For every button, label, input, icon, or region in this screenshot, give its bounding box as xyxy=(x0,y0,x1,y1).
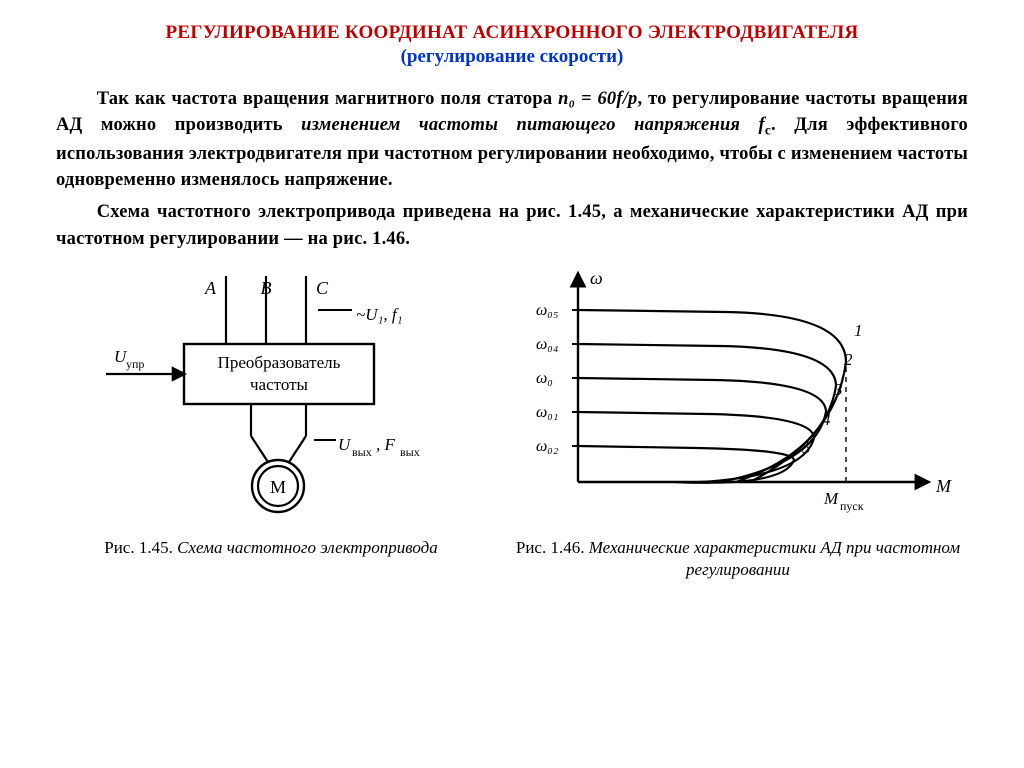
svg-text:4: 4 xyxy=(822,410,831,429)
svg-text:пуск: пуск xyxy=(840,499,864,513)
svg-text:M: M xyxy=(935,476,952,496)
curves-svg: ω M ω₀₅ ω₀₄ ω₀ ω₀₁ ω₀₂ M пуск 12345 xyxy=(508,266,968,526)
svg-text:ω₀₁: ω₀₁ xyxy=(536,404,558,421)
diagram-svg: A B C ~U₁, f₁ U упр Преобразователь част… xyxy=(56,266,486,526)
svg-text:Преобразователь: Преобразователь xyxy=(218,353,341,372)
page-title: РЕГУЛИРОВАНИЕ КООРДИНАТ АСИНХРОННОГО ЭЛЕ… xyxy=(56,22,968,44)
caption-1-46: Рис. 1.46. Механические характеристики А… xyxy=(508,537,968,581)
p1-italic: изменением частоты питающего напряжения … xyxy=(301,115,765,135)
svg-text:~U₁, f₁: ~U₁, f₁ xyxy=(356,305,403,324)
p1-formula: n₀ = 60f/p xyxy=(558,89,637,109)
page-subtitle: (регулирование скорости) xyxy=(56,46,968,68)
svg-text:частоты: частоты xyxy=(250,375,309,394)
figure-1-46: ω M ω₀₅ ω₀₄ ω₀ ω₀₁ ω₀₂ M пуск 12345 Рис. 1.4… xyxy=(508,266,968,581)
svg-text:C: C xyxy=(316,278,329,298)
paragraph-1: Так как частота вращения магнитного поля… xyxy=(56,86,968,193)
cap1-text: Схема частотного электропривода xyxy=(173,538,438,557)
svg-text:ω₀₅: ω₀₅ xyxy=(536,302,558,319)
svg-text:ω: ω xyxy=(590,268,603,288)
svg-text:M: M xyxy=(823,489,839,508)
svg-text:B: B xyxy=(261,278,272,298)
svg-text:вых: вых xyxy=(400,445,420,459)
paragraph-2: Схема частотного электропривода приведен… xyxy=(56,199,968,252)
svg-text:упр: упр xyxy=(126,357,144,371)
p1-a: Так как частота вращения магнитного поля… xyxy=(97,89,558,109)
svg-text:1: 1 xyxy=(854,321,863,340)
svg-text:М: М xyxy=(270,477,286,497)
svg-text:ω₀: ω₀ xyxy=(536,370,553,387)
svg-text:вых: вых xyxy=(352,445,372,459)
svg-text:ω₀₂: ω₀₂ xyxy=(536,438,559,455)
cap2-text: Механические характеристики АД при часто… xyxy=(584,538,960,579)
svg-text:A: A xyxy=(204,278,217,298)
cap2-lead: Рис. 1.46. xyxy=(516,538,585,557)
figure-1-45: A B C ~U₁, f₁ U упр Преобразователь част… xyxy=(56,266,486,581)
caption-1-45: Рис. 1.45. Схема частотного электроприво… xyxy=(56,537,486,559)
svg-text:ω₀₄: ω₀₄ xyxy=(536,336,558,353)
svg-text:5: 5 xyxy=(802,438,811,457)
svg-text:3: 3 xyxy=(833,380,843,399)
svg-text:U: U xyxy=(338,435,352,454)
svg-text:, F: , F xyxy=(376,435,396,454)
cap1-lead: Рис. 1.45. xyxy=(104,538,173,557)
svg-text:2: 2 xyxy=(844,350,853,369)
